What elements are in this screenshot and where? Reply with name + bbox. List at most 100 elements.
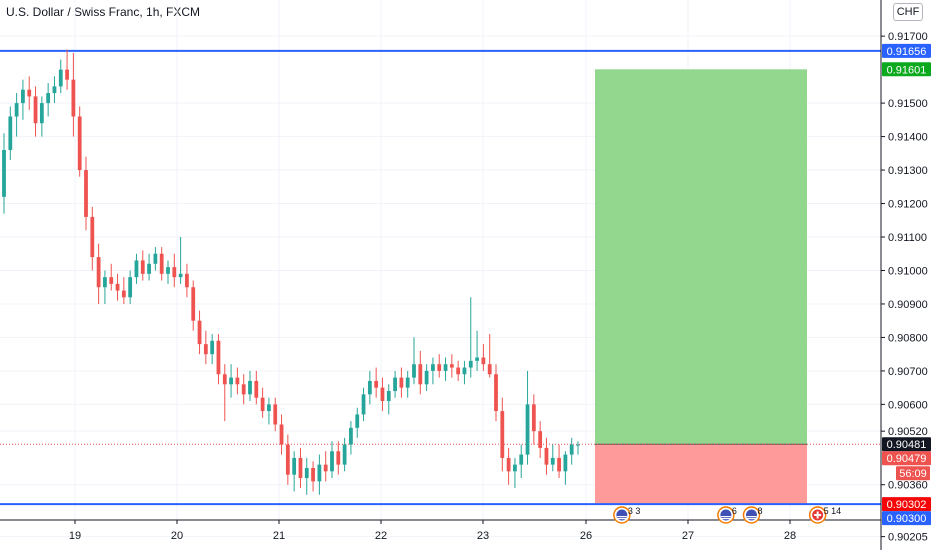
x-tick-label: 19 (69, 530, 81, 542)
x-tick-label: 27 (682, 530, 694, 542)
price-tag-label: 0.90302 (887, 499, 927, 511)
candle-body (115, 283, 120, 291)
event-marker[interactable]: 8 (742, 506, 763, 524)
candle-body (159, 253, 164, 274)
candle-body (418, 364, 423, 385)
candle-body (273, 404, 278, 425)
price-tag-current (882, 437, 931, 452)
candle-body (229, 377, 233, 385)
candle-body (405, 377, 410, 388)
y-tick-label: 0.91200 (888, 199, 928, 211)
candle-body (569, 444, 574, 455)
us-stripe-icon (746, 518, 757, 520)
price-tag-label: 0.90300 (887, 513, 927, 525)
candle-body (248, 380, 252, 395)
candle-body (525, 404, 530, 455)
y-tick-label: 0.91500 (888, 98, 928, 110)
event-marker[interactable]: 6 (717, 506, 737, 524)
candle-body (349, 427, 353, 445)
event-count-label: 3 3 (628, 506, 641, 516)
candle-body (109, 277, 114, 284)
price-tag-label: 0.90481 (887, 439, 927, 451)
candle-body (77, 116, 82, 171)
candle-body (254, 380, 259, 398)
candle-body (103, 277, 107, 288)
candle-body (557, 457, 561, 472)
candle-body (563, 454, 568, 472)
y-axis-ticks: 0.91700 0.91500 0.91400 0.91300 0.91200 0.911… (881, 31, 928, 544)
candle-body (431, 364, 435, 371)
x-tick-label: 26 (580, 530, 592, 542)
stop-zone (595, 444, 807, 505)
flag-us-icon (720, 509, 732, 521)
y-tick-label: 0.90520 (888, 426, 928, 438)
target-zone (595, 69, 807, 445)
candle-body (506, 457, 511, 472)
event-marker[interactable]: 5 14 (808, 506, 842, 524)
candle-body (285, 444, 290, 475)
x-axis-ticks: 19 20 21 22 23 26 27 28 (69, 520, 796, 542)
price-tag-label: 0.91601 (887, 64, 927, 76)
candle-body (336, 451, 341, 465)
us-stripe-icon (746, 516, 757, 518)
candle-body (65, 69, 69, 80)
candle-body (311, 467, 315, 482)
price-tag-target (882, 62, 931, 77)
candle-body (456, 367, 461, 375)
candle-body (538, 431, 543, 448)
x-tick-label: 21 (273, 530, 285, 542)
candle-body (544, 447, 549, 465)
price-tags: 0.91656 0.91601 0.90481 0.90479 56:09 0.90302… (882, 43, 931, 526)
candle-body (342, 444, 347, 465)
candle-body (437, 364, 442, 371)
candle-body (355, 414, 360, 428)
candle-body (2, 149, 6, 197)
candle-body (494, 374, 498, 412)
candle-body (468, 360, 473, 368)
y-tick-label: 0.91100 (888, 232, 927, 244)
candle-body (449, 364, 454, 368)
candle-body (39, 103, 44, 124)
candle-body (21, 89, 25, 104)
horizontal-levels[interactable] (0, 49, 881, 506)
candle-body (260, 397, 265, 412)
y-tick-label: 0.90900 (888, 299, 928, 311)
position-zones (595, 69, 807, 505)
candle-body (576, 444, 580, 446)
price-tag-price (882, 451, 931, 466)
y-tick-label: 0.91000 (888, 265, 928, 277)
axes (0, 0, 882, 550)
candle-body (298, 457, 303, 479)
candle-body (367, 380, 372, 395)
candle-body (210, 340, 215, 355)
candle-body (84, 170, 88, 217)
candle-body (412, 364, 416, 378)
event-markers[interactable]: 3 3 6 8 5 14 (613, 506, 842, 524)
price-tag-label: 56:09 (899, 468, 927, 480)
candle-body (513, 464, 517, 472)
candle-body (222, 374, 227, 385)
event-count-label: 5 14 (824, 506, 842, 516)
candle-body (393, 377, 397, 391)
us-stripe-icon (720, 516, 731, 518)
candle-body (462, 367, 467, 375)
candle-body (487, 364, 492, 375)
candle-body (443, 364, 448, 371)
x-tick-label: 20 (171, 530, 183, 542)
candle-body (361, 394, 366, 415)
event-marker[interactable]: 3 3 (613, 506, 641, 524)
candle-body (424, 370, 429, 385)
x-tick-label: 28 (784, 530, 796, 542)
swiss-cross-icon (814, 514, 822, 516)
candle-body (386, 390, 391, 402)
candle-body (550, 457, 555, 465)
candle-body (178, 273, 183, 278)
currency-button[interactable]: CHF (893, 3, 923, 21)
candle-body (216, 340, 221, 375)
candle-body (172, 267, 177, 278)
candle-body (475, 357, 479, 361)
candle-body (519, 454, 524, 465)
candle-body (235, 377, 240, 385)
candle-body (128, 277, 133, 298)
